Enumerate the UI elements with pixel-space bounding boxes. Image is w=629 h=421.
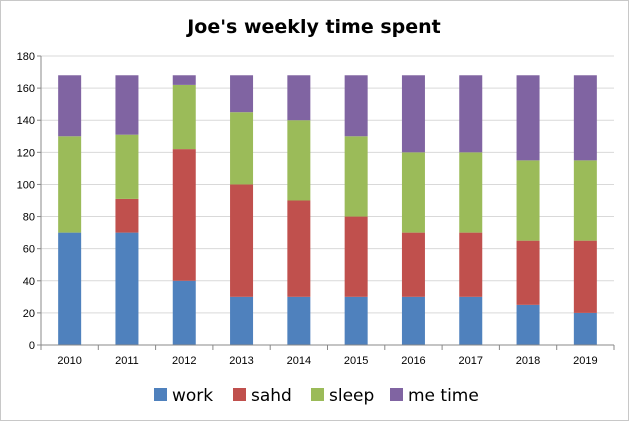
legend-label-sahd: sahd — [251, 386, 292, 406]
bar-sleep-2016 — [401, 152, 425, 233]
bar-sahd-2015 — [344, 216, 368, 297]
bar-sahd-2013 — [230, 184, 254, 297]
bar-sahd-2016 — [401, 232, 425, 297]
bar-work-2012 — [172, 280, 196, 345]
x-tick-label: 2014 — [287, 355, 311, 367]
x-tick-label: 2010 — [57, 355, 81, 367]
bar-sleep-2012 — [172, 84, 196, 150]
bar-me-time-2018 — [516, 75, 540, 161]
chart-title: Joe's weekly time spent — [185, 16, 441, 38]
bar-me-time-2014 — [287, 75, 311, 121]
bar-work-2016 — [401, 296, 425, 345]
bar-work-2019 — [573, 312, 597, 345]
bar-sahd-2011 — [115, 198, 139, 233]
legend-label-sleep: sleep — [329, 386, 374, 406]
x-tick-labels: 2010 2011 2012 2013 2014 2015 2016 2017 2018 2019 — [57, 355, 597, 367]
bar-sleep-2017 — [459, 152, 483, 233]
y-tick-label: 160 — [17, 83, 35, 95]
y-tick-label: 180 — [17, 51, 35, 63]
y-tick-label: 60 — [23, 244, 35, 256]
bars — [58, 75, 597, 345]
bar-me-time-2011 — [115, 75, 139, 135]
x-tick-label: 2016 — [401, 355, 425, 367]
y-tick-label: 20 — [23, 308, 35, 320]
y-tick-label: 100 — [17, 179, 35, 191]
bar-work-2013 — [230, 296, 254, 345]
bar-sleep-2014 — [287, 120, 311, 201]
legend: work sahd sleep me time — [154, 386, 479, 406]
legend-label-work: work — [172, 386, 213, 406]
x-tick-label: 2017 — [459, 355, 483, 367]
bar-me-time-2012 — [172, 75, 196, 85]
bar-sleep-2015 — [344, 136, 368, 217]
legend-swatch-me-time — [390, 388, 403, 401]
bar-me-time-2010 — [58, 75, 82, 137]
bar-sleep-2011 — [115, 134, 139, 199]
bar-me-time-2016 — [401, 75, 425, 153]
y-tick-label: 40 — [23, 276, 35, 288]
bar-me-time-2013 — [230, 75, 254, 113]
bar-me-time-2015 — [344, 75, 368, 137]
y-tick-label: 0 — [29, 340, 35, 352]
x-tick-label: 2011 — [115, 355, 139, 367]
bar-sleep-2018 — [516, 160, 540, 241]
x-tick-label: 2019 — [573, 355, 597, 367]
bar-sleep-2019 — [573, 160, 597, 241]
legend-swatch-sahd — [233, 388, 246, 401]
bar-me-time-2017 — [459, 75, 483, 153]
x-tick-label: 2012 — [172, 355, 196, 367]
legend-label-me-time: me time — [408, 386, 479, 406]
bar-sleep-2013 — [230, 112, 254, 185]
x-tick-label: 2013 — [229, 355, 253, 367]
bar-sahd-2012 — [172, 149, 196, 281]
bar-sahd-2018 — [516, 240, 540, 305]
bar-sahd-2014 — [287, 200, 311, 297]
bar-work-2017 — [459, 296, 483, 345]
bar-me-time-2019 — [573, 75, 597, 161]
legend-swatch-sleep — [311, 388, 324, 401]
bar-sahd-2019 — [573, 240, 597, 313]
bar-work-2018 — [516, 304, 540, 345]
bar-work-2010 — [58, 232, 82, 345]
y-tick-label: 80 — [23, 212, 35, 224]
bar-work-2014 — [287, 296, 311, 345]
bar-work-2011 — [115, 232, 139, 345]
axes — [37, 55, 615, 350]
x-tick-label: 2015 — [344, 355, 368, 367]
bar-sahd-2017 — [459, 232, 483, 297]
y-tick-label: 120 — [17, 147, 35, 159]
bar-sleep-2010 — [58, 136, 82, 233]
legend-swatch-work — [154, 388, 167, 401]
y-tick-labels: 0 20 40 60 80 100 120 140 160 180 — [17, 51, 35, 352]
y-tick-label: 140 — [17, 115, 35, 127]
bar-work-2015 — [344, 296, 368, 345]
x-tick-label: 2018 — [516, 355, 540, 367]
